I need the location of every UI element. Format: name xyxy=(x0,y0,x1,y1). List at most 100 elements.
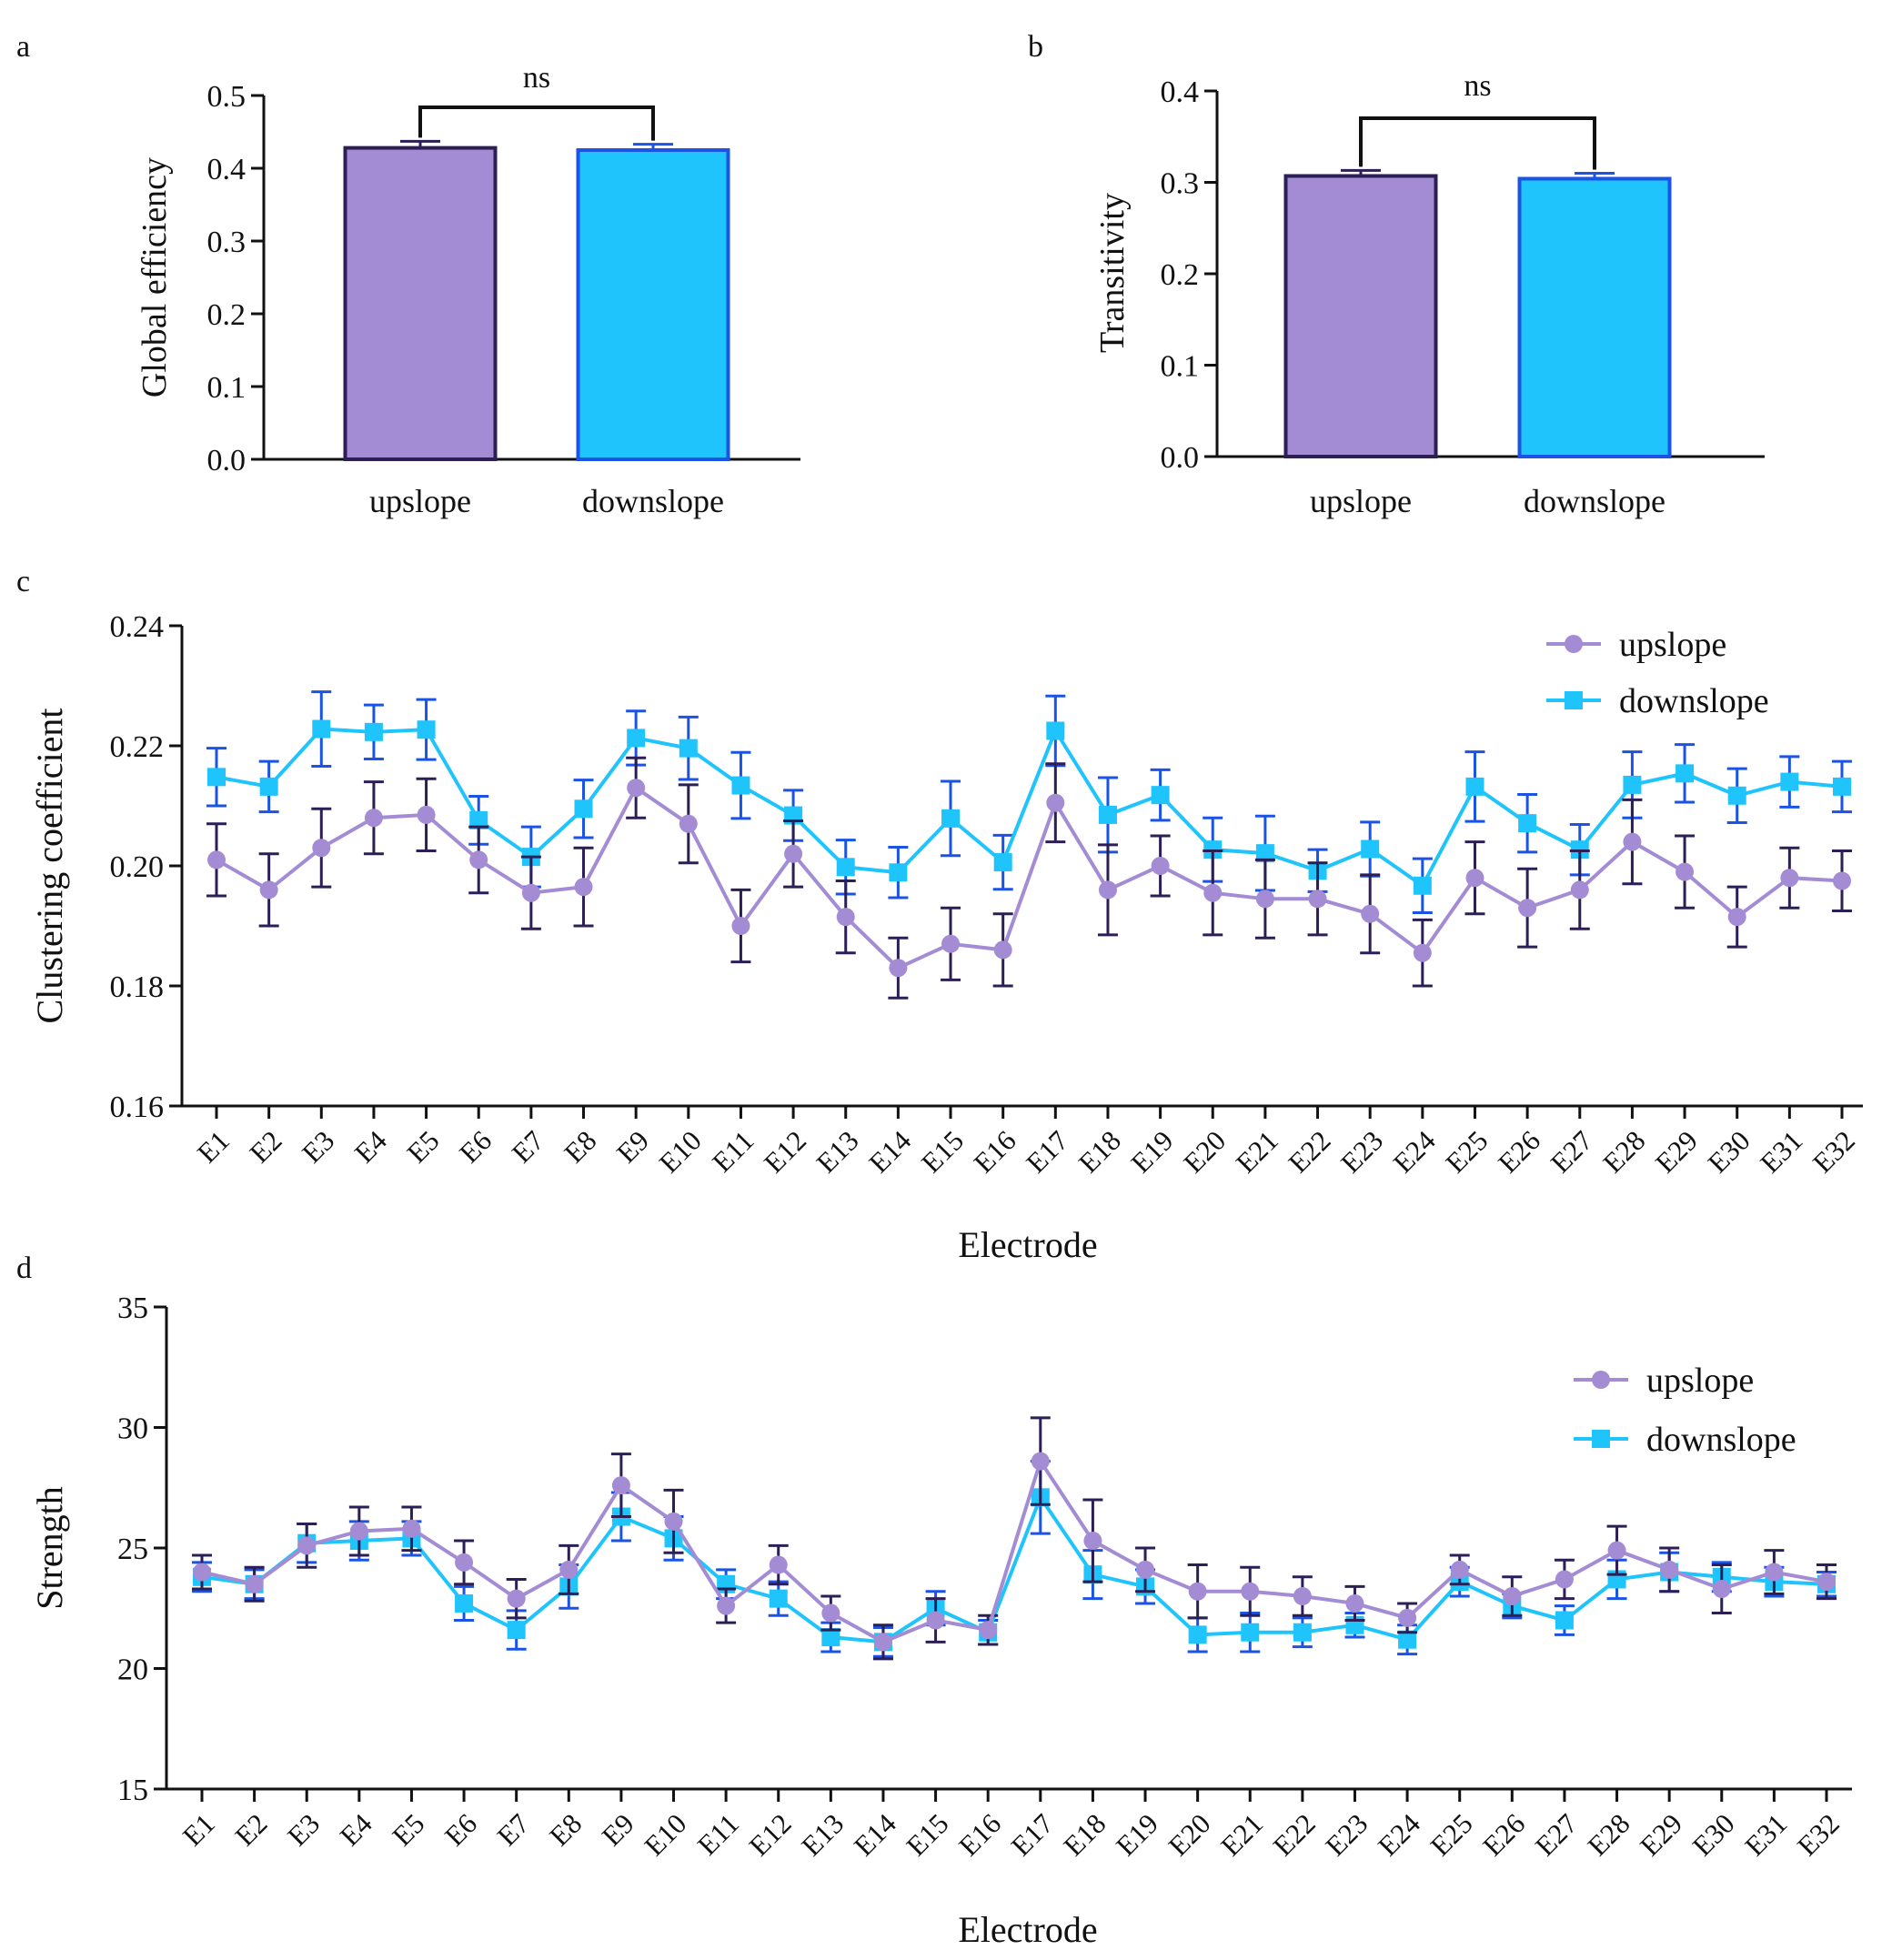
y-tick-label: 0.2 xyxy=(207,298,247,332)
downslope-point xyxy=(1255,844,1274,863)
downslope-point xyxy=(679,739,698,758)
legend-label: upslope xyxy=(1619,626,1726,664)
y-tick-label: 15 xyxy=(117,1774,148,1807)
x-tick-label: E31 xyxy=(1754,1124,1808,1179)
x-tick-label: E23 xyxy=(1334,1124,1389,1179)
x-tick-label: E16 xyxy=(968,1124,1022,1179)
x-tick-label: E7 xyxy=(506,1124,550,1169)
y-tick-label: 0.3 xyxy=(1161,167,1200,201)
upslope-point xyxy=(455,1553,474,1572)
x-tick-label: E1 xyxy=(176,1807,221,1852)
x-tick-label: E12 xyxy=(743,1807,798,1862)
y-tick-label: 0.22 xyxy=(110,730,165,764)
upslope-point xyxy=(1293,1587,1312,1605)
downslope-point xyxy=(1361,839,1380,859)
x-tick-label: E15 xyxy=(915,1124,970,1179)
upslope-point xyxy=(941,934,961,953)
downslope-point xyxy=(1727,786,1746,805)
panel-label-c: c xyxy=(16,565,30,598)
downslope-point xyxy=(1398,1630,1417,1649)
downslope-point xyxy=(941,809,961,828)
downslope-point xyxy=(207,768,226,787)
upslope-point xyxy=(1345,1593,1364,1613)
downslope-point xyxy=(574,799,593,819)
y-tick-label: 0.4 xyxy=(207,153,247,186)
y-tick-label: 0.18 xyxy=(110,970,165,1004)
legend-label: downslope xyxy=(1646,1421,1796,1459)
x-tick-label: E9 xyxy=(596,1807,640,1852)
panel-label-b: b xyxy=(1028,30,1043,64)
upslope-point xyxy=(611,1476,630,1495)
x-tick-label: E19 xyxy=(1125,1124,1180,1179)
x-tick-label: E18 xyxy=(1057,1807,1112,1862)
panel-label-d: d xyxy=(16,1251,32,1285)
bar-downslope xyxy=(576,148,730,461)
upslope-point xyxy=(207,850,226,869)
upslope-point xyxy=(1031,1452,1050,1471)
upslope-point xyxy=(1465,869,1484,888)
upslope-point xyxy=(784,844,803,863)
upslope-point xyxy=(402,1519,421,1538)
legend-marker-upslope xyxy=(1592,1371,1610,1389)
upslope-point xyxy=(926,1611,945,1630)
y-tick-label: 0.20 xyxy=(110,850,165,884)
downslope-point xyxy=(1518,814,1537,833)
downslope-point xyxy=(1555,1611,1574,1630)
upslope-point xyxy=(1676,862,1695,881)
x-tick-label: E24 xyxy=(1387,1124,1442,1179)
x-tick-label: E10 xyxy=(653,1124,708,1179)
downslope-point xyxy=(993,853,1012,872)
x-tick-label: E10 xyxy=(638,1807,692,1862)
downslope-point xyxy=(259,777,278,796)
y-tick-label: 0.4 xyxy=(1161,75,1200,109)
upslope-point xyxy=(717,1596,736,1615)
upslope-point xyxy=(873,1633,892,1652)
x-tick-label: E11 xyxy=(706,1124,760,1178)
x-tick-label: E19 xyxy=(1110,1807,1164,1862)
legend-label: downslope xyxy=(1619,682,1769,720)
x-tick-label: E20 xyxy=(1177,1124,1232,1179)
x-tick-label: E5 xyxy=(386,1807,430,1852)
upslope-point xyxy=(889,959,908,978)
x-tick-label: E28 xyxy=(1596,1124,1651,1179)
y-tick-label: 30 xyxy=(117,1412,148,1446)
x-tick-label: E31 xyxy=(1738,1807,1793,1862)
x-tick-label: E24 xyxy=(1372,1807,1426,1862)
upslope-point xyxy=(1151,857,1170,875)
x-tick-label: E4 xyxy=(348,1124,393,1169)
upslope-series-line xyxy=(216,785,1843,970)
upslope-point xyxy=(1503,1587,1522,1605)
downslope-point xyxy=(507,1621,526,1640)
y-tick-label: 20 xyxy=(117,1653,148,1687)
x-tick-label: E29 xyxy=(1649,1124,1704,1179)
upslope-point xyxy=(769,1555,788,1574)
y-tick-label: 0.1 xyxy=(1161,350,1200,384)
x-tick-label: E27 xyxy=(1529,1807,1584,1862)
x-tick-label: E20 xyxy=(1162,1807,1217,1862)
chart-panel-b: 0.0 0.1 0.2 0.3 0.4 Transitivity upslope downsl… xyxy=(1093,69,1765,519)
downslope-point xyxy=(836,858,855,877)
downslope-point xyxy=(889,863,908,882)
legend-marker-downslope xyxy=(1592,1430,1610,1448)
upslope-point xyxy=(559,1560,579,1579)
x-tick-label: E2 xyxy=(228,1807,273,1852)
downslope-point xyxy=(469,810,488,829)
x-tick-label: E30 xyxy=(1702,1124,1756,1179)
upslope-point xyxy=(1570,880,1589,900)
x-tick-label: E18 xyxy=(1072,1124,1127,1179)
x-axis-label: Electrode xyxy=(958,1224,1097,1265)
upslope-point xyxy=(993,940,1012,960)
x-tick-label: E23 xyxy=(1319,1807,1374,1862)
x-tick-label: E6 xyxy=(438,1807,483,1852)
downslope-point xyxy=(1676,764,1695,783)
upslope-point xyxy=(1780,869,1799,888)
upslope-series-line xyxy=(201,1456,1827,1644)
upslope-point xyxy=(574,878,593,897)
downslope-point xyxy=(312,719,331,739)
upslope-point xyxy=(664,1512,683,1531)
upslope-point xyxy=(627,779,646,798)
upslope-point xyxy=(1255,890,1274,909)
upslope-point xyxy=(1712,1580,1731,1599)
x-tick-label: E14 xyxy=(848,1807,902,1862)
downslope-point xyxy=(1293,1623,1312,1642)
